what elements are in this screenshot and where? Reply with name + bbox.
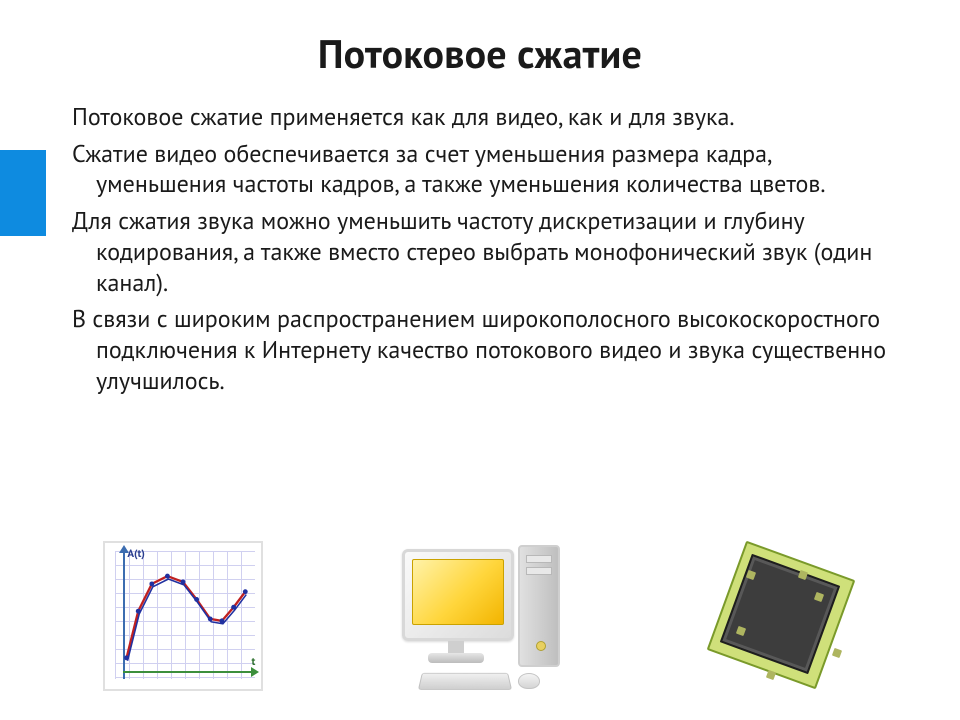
- signal-chart-icon: A(t) t: [103, 541, 263, 691]
- paragraph-3: Для сжатия звука можно уменьшить частоту…: [72, 206, 888, 298]
- slide: Потоковое сжатие Потоковое сжатие примен…: [0, 0, 960, 720]
- keyboard-icon: [418, 673, 512, 690]
- mouse-icon: [518, 673, 540, 689]
- paragraph-4: В связи с широким распространением широк…: [72, 304, 888, 396]
- chart-curve: [105, 543, 261, 689]
- computer-monitor: [402, 549, 514, 641]
- paragraph-1: Потоковое сжатие применяется как для вид…: [72, 102, 888, 133]
- desktop-computer-icon: [390, 541, 580, 691]
- paragraph-2: Сжатие видео обеспечивается за счет умен…: [72, 139, 888, 200]
- body-text: Потоковое сжатие применяется как для вид…: [72, 102, 888, 396]
- images-row: A(t) t: [0, 536, 960, 696]
- power-button-icon: [536, 641, 546, 651]
- monitor-screen: [412, 559, 504, 625]
- accent-bar: [0, 150, 46, 236]
- monitor-stand-base: [428, 653, 484, 663]
- film-clapper-icon: [707, 541, 857, 691]
- page-title: Потоковое сжатие: [60, 28, 900, 80]
- computer-tower: [518, 545, 560, 667]
